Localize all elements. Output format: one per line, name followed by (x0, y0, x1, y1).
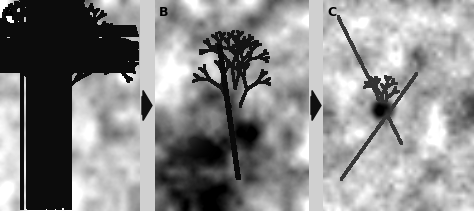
Text: C: C (327, 6, 336, 19)
FancyArrow shape (142, 91, 152, 120)
Text: B: B (159, 6, 168, 19)
Text: A: A (4, 6, 14, 19)
FancyArrow shape (311, 91, 321, 120)
